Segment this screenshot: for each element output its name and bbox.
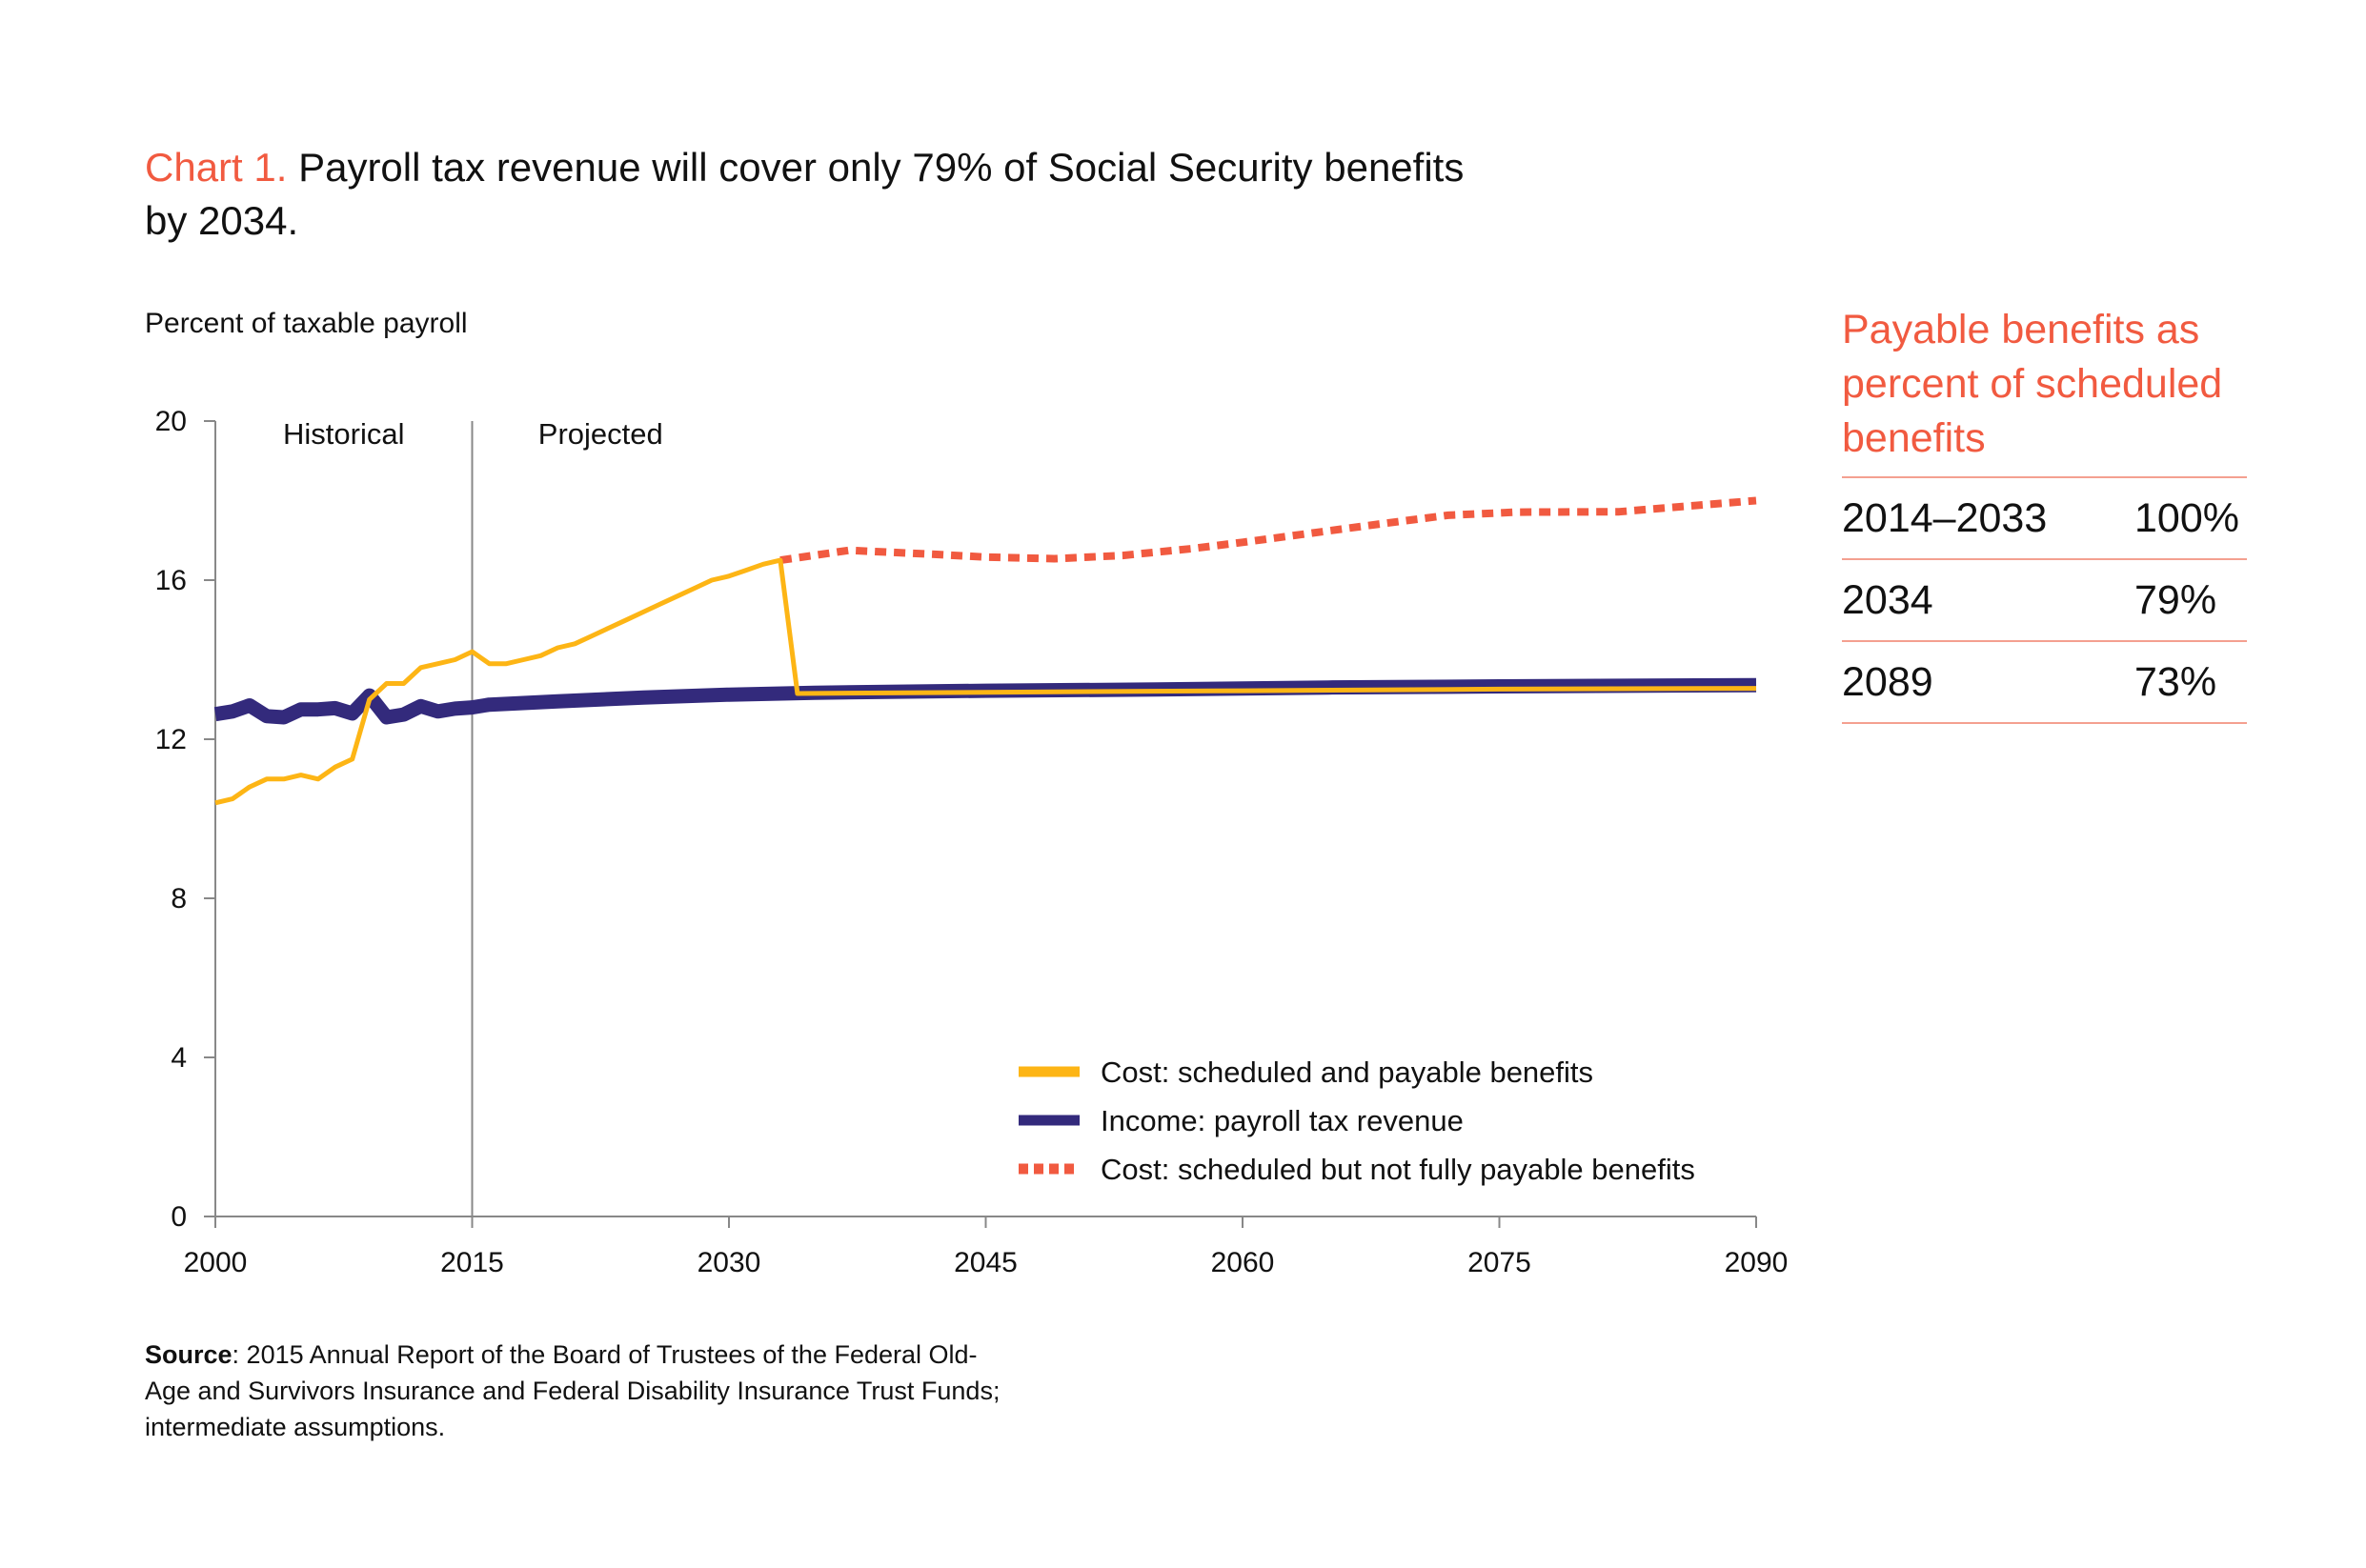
legend-label: Income: payroll tax revenue bbox=[1101, 1104, 1464, 1137]
series-line-cost bbox=[214, 557, 1757, 806]
y-tick-label: 4 bbox=[171, 1042, 187, 1074]
x-tick-label: 2030 bbox=[698, 1247, 761, 1278]
x-tick-label: 2060 bbox=[1211, 1247, 1275, 1278]
table-row: 2014–2033 100% bbox=[1842, 478, 2247, 560]
y-tick-label: 16 bbox=[155, 565, 187, 596]
annotation-historical: Historical bbox=[283, 417, 404, 451]
series-line-scheduled bbox=[779, 496, 1757, 565]
x-tick-label: 2000 bbox=[184, 1247, 248, 1278]
legend-label: Cost: scheduled and payable benefits bbox=[1101, 1055, 1593, 1089]
percent: 100% bbox=[2134, 495, 2239, 541]
x-tick-label: 2015 bbox=[440, 1247, 504, 1278]
annotation-projected: Projected bbox=[538, 417, 663, 451]
y-axis-label: Percent of taxable payroll bbox=[145, 308, 468, 339]
percent: 73% bbox=[2134, 659, 2217, 705]
table-row: 2034 79% bbox=[1842, 560, 2247, 642]
x-tick-label: 2045 bbox=[954, 1247, 1018, 1278]
x-tick-label: 2090 bbox=[1725, 1247, 1789, 1278]
chart-title-text: Payroll tax revenue will cover only 79% … bbox=[145, 145, 1465, 243]
divider bbox=[1842, 476, 2247, 478]
period: 2014–2033 bbox=[1842, 495, 2048, 541]
table-row: 2089 73% bbox=[1842, 642, 2247, 724]
y-tick-label: 20 bbox=[155, 406, 187, 437]
period: 2034 bbox=[1842, 577, 1933, 623]
y-tick-label: 0 bbox=[171, 1201, 187, 1233]
percent: 79% bbox=[2134, 577, 2217, 623]
chart-number: Chart 1. bbox=[145, 145, 288, 190]
chart-title: Chart 1. Payroll tax revenue will cover … bbox=[145, 141, 1479, 248]
y-tick-label: 8 bbox=[171, 883, 187, 915]
x-tick-label: 2075 bbox=[1467, 1247, 1531, 1278]
source-note: Source: 2015 Annual Report of the Board … bbox=[145, 1337, 1002, 1445]
y-tick-label: 12 bbox=[155, 724, 187, 755]
source-label: Source bbox=[145, 1340, 233, 1369]
source-text: : 2015 Annual Report of the Board of Tru… bbox=[145, 1340, 1001, 1441]
period: 2089 bbox=[1842, 659, 1933, 705]
legend-label: Cost: scheduled but not fully payable be… bbox=[1101, 1153, 1695, 1186]
panel-title: Payable benefits as percent of scheduled… bbox=[1842, 307, 2223, 461]
